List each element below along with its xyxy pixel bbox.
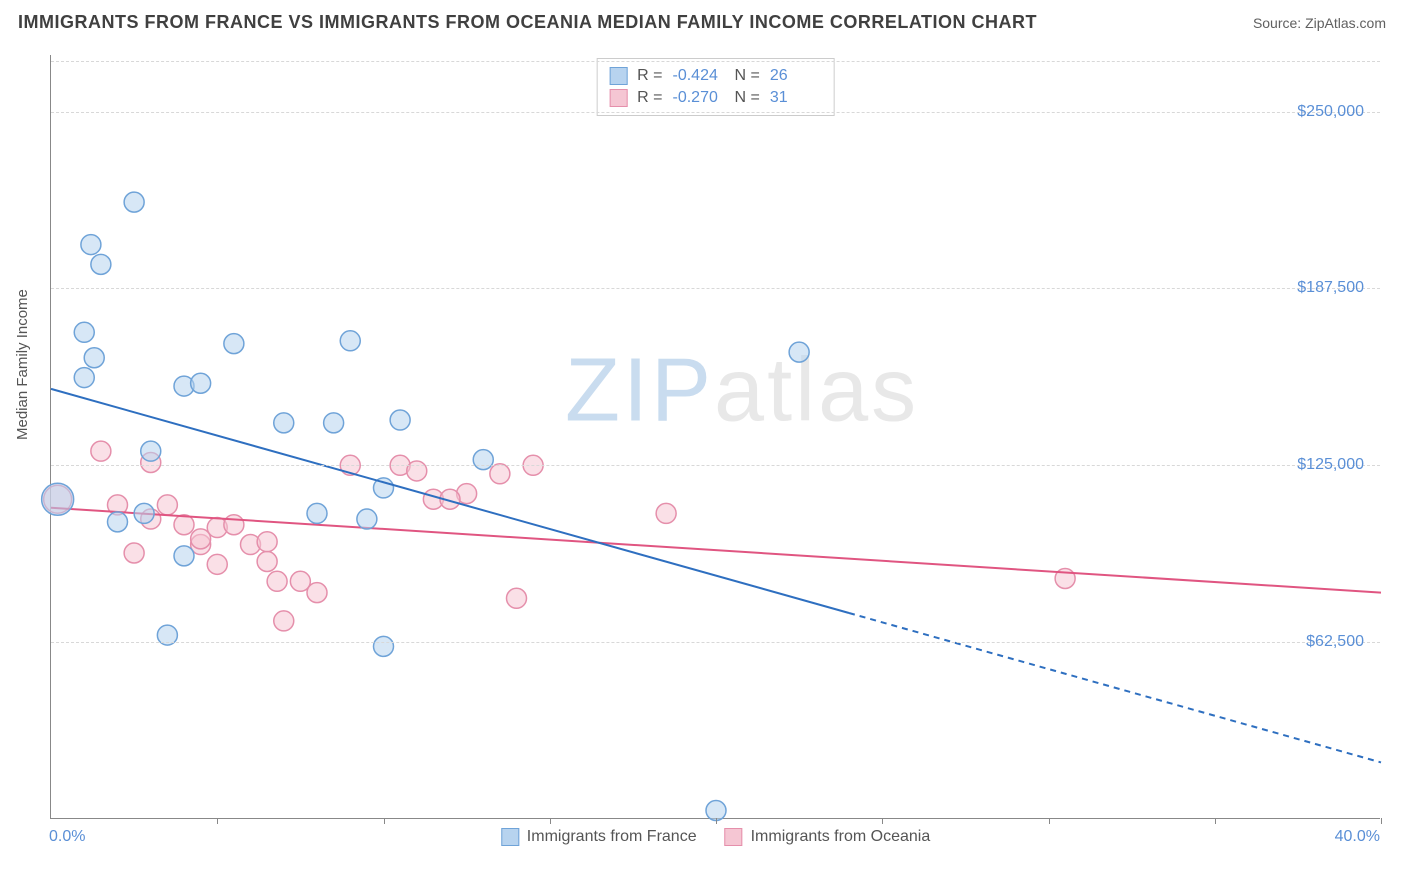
data-point <box>789 342 809 362</box>
trend-line <box>849 613 1381 762</box>
gridline <box>51 288 1380 289</box>
x-tick <box>1049 818 1050 824</box>
source-value: ZipAtlas.com <box>1305 15 1386 31</box>
data-point <box>307 583 327 603</box>
y-tick-label: $62,500 <box>1306 633 1364 651</box>
data-point <box>267 571 287 591</box>
chart-title: IMMIGRANTS FROM FRANCE VS IMMIGRANTS FRO… <box>18 12 1037 33</box>
data-point <box>191 529 211 549</box>
y-tick-label: $250,000 <box>1297 103 1364 121</box>
data-point <box>307 503 327 523</box>
data-point <box>108 512 128 532</box>
data-point <box>174 546 194 566</box>
legend-label: Immigrants from France <box>527 828 697 846</box>
gridline <box>51 61 1380 62</box>
data-point <box>84 348 104 368</box>
r-value: -0.270 <box>673 89 725 107</box>
data-point <box>390 410 410 430</box>
data-point <box>141 441 161 461</box>
data-point <box>507 588 527 608</box>
gridline <box>51 112 1380 113</box>
r-label: R = <box>637 89 662 107</box>
data-point <box>42 483 74 515</box>
data-point <box>124 192 144 212</box>
chart-header: IMMIGRANTS FROM FRANCE VS IMMIGRANTS FRO… <box>0 0 1406 41</box>
x-max-label: 40.0% <box>1335 828 1380 846</box>
x-tick <box>1381 818 1382 824</box>
corr-row-france: R = -0.424 N = 26 <box>609 65 822 87</box>
data-point <box>74 322 94 342</box>
legend-item-france: Immigrants from France <box>501 828 697 846</box>
series-legend: Immigrants from France Immigrants from O… <box>501 828 930 846</box>
data-point <box>134 503 154 523</box>
data-point <box>191 373 211 393</box>
data-point <box>91 254 111 274</box>
y-tick-label: $187,500 <box>1297 279 1364 297</box>
data-point <box>174 515 194 535</box>
swatch-icon <box>501 828 519 846</box>
swatch-icon <box>725 828 743 846</box>
n-value: 31 <box>770 89 822 107</box>
data-point <box>490 464 510 484</box>
legend-item-oceania: Immigrants from Oceania <box>725 828 931 846</box>
x-tick <box>217 818 218 824</box>
correlation-legend: R = -0.424 N = 26 R = -0.270 N = 31 <box>596 58 835 116</box>
data-point <box>157 495 177 515</box>
data-point <box>257 532 277 552</box>
n-label: N = <box>735 89 760 107</box>
y-axis-label: Median Family Income <box>14 289 31 440</box>
data-point <box>124 543 144 563</box>
x-min-label: 0.0% <box>49 828 85 846</box>
chart-plot-area: ZIPatlas R = -0.424 N = 26 R = -0.270 N … <box>50 55 1380 819</box>
data-point <box>357 509 377 529</box>
x-tick <box>550 818 551 824</box>
gridline <box>51 642 1380 643</box>
data-point <box>74 368 94 388</box>
data-point <box>656 503 676 523</box>
gridline <box>51 465 1380 466</box>
x-tick <box>1215 818 1216 824</box>
plot-svg <box>51 55 1380 818</box>
r-value: -0.424 <box>673 67 725 85</box>
data-point <box>257 552 277 572</box>
data-point <box>207 554 227 574</box>
y-tick-label: $125,000 <box>1297 456 1364 474</box>
data-point <box>274 611 294 631</box>
x-tick <box>882 818 883 824</box>
data-point <box>340 331 360 351</box>
data-point <box>274 413 294 433</box>
swatch-icon <box>609 67 627 85</box>
x-tick <box>384 818 385 824</box>
data-point <box>407 461 427 481</box>
r-label: R = <box>637 67 662 85</box>
data-point <box>81 235 101 255</box>
legend-label: Immigrants from Oceania <box>751 828 931 846</box>
data-point <box>374 636 394 656</box>
swatch-icon <box>609 89 627 107</box>
data-point <box>91 441 111 461</box>
data-point <box>473 450 493 470</box>
data-point <box>224 334 244 354</box>
data-point <box>324 413 344 433</box>
x-tick <box>716 818 717 824</box>
n-label: N = <box>735 67 760 85</box>
chart-source: Source: ZipAtlas.com <box>1253 15 1386 31</box>
corr-row-oceania: R = -0.270 N = 31 <box>609 87 822 109</box>
source-label: Source: <box>1253 15 1301 31</box>
n-value: 26 <box>770 67 822 85</box>
data-point <box>224 515 244 535</box>
